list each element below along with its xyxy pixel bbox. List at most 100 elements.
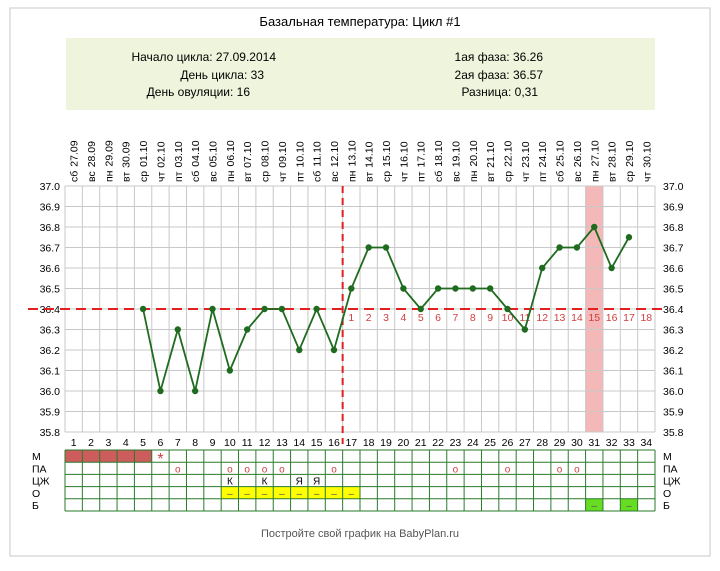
x-tick-label: 18 bbox=[363, 437, 375, 449]
y-tick-label-right: 36.7 bbox=[663, 243, 684, 255]
y-tick-label-right: 36.1 bbox=[663, 366, 684, 378]
x-tick-label: 25 bbox=[484, 437, 496, 449]
phase2-day-label: 18 bbox=[640, 312, 652, 324]
o-mark: – bbox=[262, 489, 268, 500]
phase2-day-label: 17 bbox=[623, 312, 635, 324]
pa-mark: о bbox=[227, 464, 233, 475]
temperature-point[interactable] bbox=[625, 234, 633, 241]
info-panel bbox=[66, 38, 655, 110]
x-tick-label: 33 bbox=[623, 437, 635, 449]
y-tick-label-right: 35.8 bbox=[663, 427, 684, 439]
date-label: вт 21.10 bbox=[485, 141, 497, 182]
date-value: 27.10 bbox=[589, 140, 601, 166]
temperature-point[interactable] bbox=[521, 326, 529, 333]
footer-link[interactable]: Постройте свой график на BabyPlan.ru bbox=[261, 528, 459, 540]
temperature-point[interactable] bbox=[382, 244, 390, 251]
row-label-right: М bbox=[663, 451, 672, 463]
o-cell bbox=[290, 486, 308, 499]
weekday-label: вс bbox=[208, 171, 220, 182]
date-label: сб 25.10 bbox=[555, 140, 567, 182]
x-tick-label: 23 bbox=[450, 437, 462, 449]
phase2-day-label: 7 bbox=[453, 312, 459, 324]
date-value: 30.10 bbox=[641, 141, 653, 167]
y-tick-label-right: 36.6 bbox=[663, 263, 684, 275]
menses-cell bbox=[134, 450, 152, 463]
temperature-point[interactable] bbox=[296, 346, 303, 354]
o-mark: – bbox=[349, 489, 355, 500]
temperature-point[interactable] bbox=[174, 326, 181, 333]
date-value: 28.10 bbox=[607, 141, 619, 167]
temperature-point[interactable] bbox=[330, 346, 338, 354]
temperature-point[interactable] bbox=[209, 305, 216, 313]
temperature-point[interactable] bbox=[504, 305, 511, 313]
y-tick-label-left: 36.1 bbox=[40, 366, 61, 378]
x-tick-label: 6 bbox=[158, 437, 164, 449]
date-label: вс 19.10 bbox=[450, 141, 462, 182]
temperature-point[interactable] bbox=[452, 285, 459, 292]
date-label: чт 16.10 bbox=[398, 141, 410, 182]
temperature-point[interactable] bbox=[539, 264, 546, 272]
y-tick-label-left: 36.6 bbox=[40, 263, 61, 275]
phase2-day-label: 9 bbox=[487, 312, 493, 324]
temperature-point[interactable] bbox=[139, 305, 147, 313]
weekday-label: ср bbox=[503, 171, 515, 182]
temperature-point[interactable] bbox=[261, 305, 268, 313]
x-tick-label: 20 bbox=[398, 437, 410, 449]
weekday-label: пт bbox=[294, 171, 306, 182]
date-label: пт 17.10 bbox=[416, 141, 428, 182]
o-mark: – bbox=[227, 489, 233, 500]
weekday-label: вс bbox=[450, 171, 462, 182]
o-cell bbox=[221, 486, 239, 499]
date-labels: сб 27.09 вс 28.09 пн 29.09 вт 30.09 ср 01.10 чт 02.… bbox=[69, 140, 654, 182]
temperature-point[interactable] bbox=[469, 285, 476, 292]
o-cell bbox=[307, 486, 326, 499]
date-label: сб 27.09 bbox=[69, 140, 81, 182]
temperature-point[interactable] bbox=[157, 387, 164, 395]
temperature-point[interactable] bbox=[608, 264, 615, 272]
temperature-point[interactable] bbox=[226, 367, 234, 374]
date-value: 14.10 bbox=[364, 141, 376, 167]
x-tick-label: 21 bbox=[415, 437, 427, 449]
temperature-point[interactable] bbox=[400, 285, 407, 292]
temperature-point[interactable] bbox=[313, 305, 320, 313]
temperature-point[interactable] bbox=[244, 326, 251, 333]
y-tick-label-right: 37.0 bbox=[663, 181, 684, 193]
weekday-label: сб bbox=[190, 171, 202, 182]
x-tick-label: 8 bbox=[192, 437, 198, 449]
b-cell bbox=[585, 498, 603, 511]
temperature-point[interactable] bbox=[434, 285, 442, 292]
weekday-label: пн bbox=[468, 170, 480, 182]
temperature-point[interactable] bbox=[417, 305, 424, 313]
temperature-point[interactable] bbox=[348, 285, 355, 292]
x-tick-label: 13 bbox=[276, 437, 288, 449]
weekday-label: вс bbox=[329, 171, 341, 182]
x-tick-label: 4 bbox=[123, 437, 129, 449]
weekday-label: вт bbox=[364, 172, 376, 182]
difference: Разница: 0,31 bbox=[461, 85, 538, 99]
temperature-point[interactable] bbox=[573, 244, 581, 251]
date-value: 06.10 bbox=[225, 140, 237, 166]
x-tick-label: 15 bbox=[311, 437, 323, 449]
temperature-point[interactable] bbox=[591, 223, 598, 231]
temperature-point[interactable] bbox=[191, 387, 199, 395]
date-label: пн 13.10 bbox=[346, 140, 358, 182]
cz-mark: Я bbox=[313, 477, 320, 488]
y-tick-label-right: 36.0 bbox=[663, 386, 684, 398]
date-value: 19.10 bbox=[450, 141, 462, 167]
date-value: 13.10 bbox=[346, 140, 358, 166]
weekday-label: пн bbox=[103, 170, 115, 182]
y-tick-label-left: 36.2 bbox=[40, 345, 61, 357]
weekday-label: сб bbox=[312, 171, 324, 182]
y-tick-label-left: 36.5 bbox=[40, 284, 61, 296]
weekday-label: ср bbox=[381, 171, 393, 182]
temperature-point[interactable] bbox=[556, 244, 563, 251]
o-cell bbox=[325, 486, 343, 499]
x-tick-label: 14 bbox=[293, 437, 305, 449]
o-cell bbox=[273, 486, 291, 499]
temperature-point[interactable] bbox=[365, 244, 372, 251]
temperature-point[interactable] bbox=[486, 285, 494, 292]
date-value: 25.10 bbox=[555, 140, 567, 166]
pa-mark: о bbox=[453, 464, 459, 475]
temperature-point[interactable] bbox=[278, 305, 286, 313]
y-tick-label-right: 36.4 bbox=[663, 304, 684, 316]
